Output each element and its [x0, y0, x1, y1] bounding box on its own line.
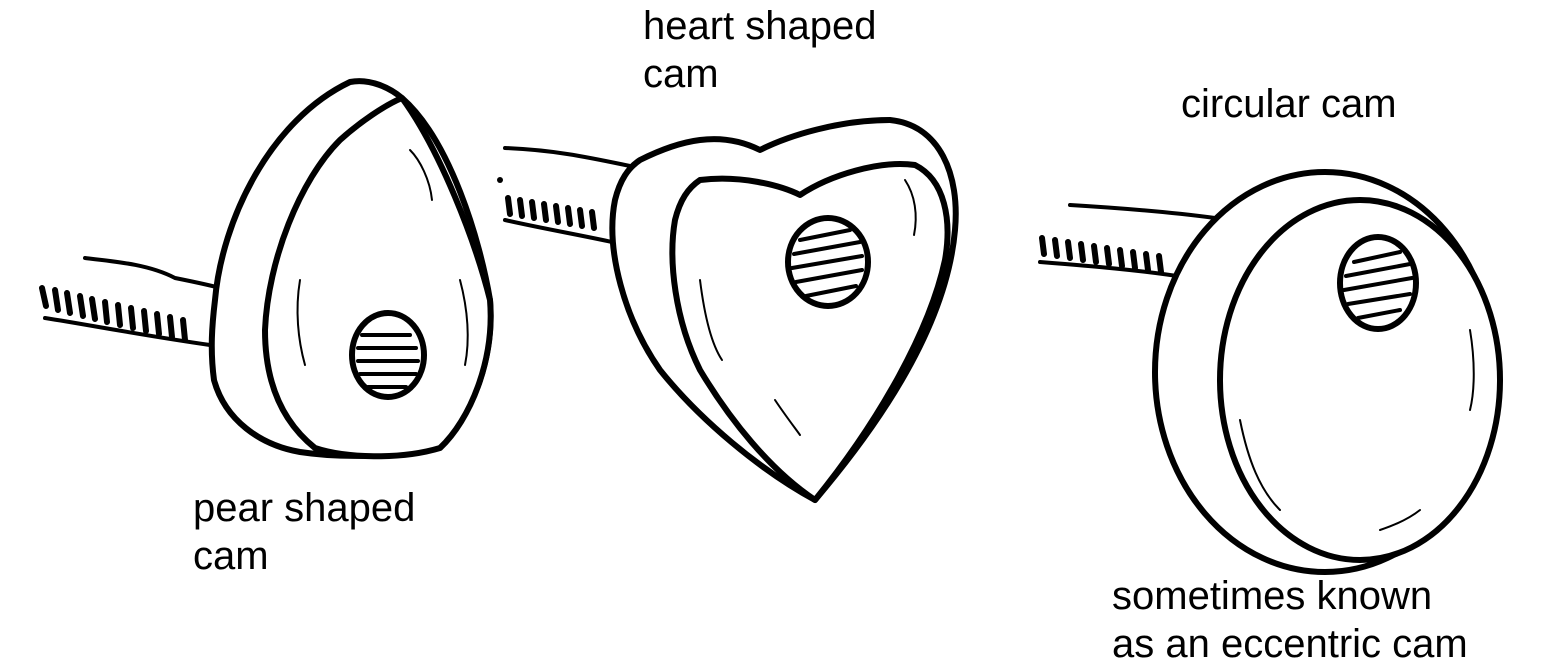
pear-cam-label: pear shaped cam [193, 484, 415, 580]
eccentric-cam-note-line1: sometimes known [1112, 574, 1433, 618]
heart-cam-label-line1: heart shaped [643, 4, 877, 48]
pear-cam-label-line1: pear shaped [193, 486, 416, 530]
pear-cam [39, 78, 494, 460]
heart-cam-label-line2: cam [643, 52, 719, 96]
pear-cam-hole [349, 310, 427, 400]
circular-cam-label: circular cam [1181, 80, 1397, 128]
circular-cam-hole [1337, 234, 1419, 332]
heart-cam-face [669, 161, 951, 503]
eccentric-cam-note: sometimes known as an eccentric cam [1112, 572, 1468, 668]
heart-cam [497, 117, 959, 503]
eccentric-cam-note-line2: as an eccentric cam [1112, 622, 1468, 666]
circular-cam-label-line1: circular cam [1181, 82, 1397, 126]
pear-cam-label-line2: cam [193, 534, 269, 578]
heart-cam-label: heart shaped cam [643, 2, 877, 98]
heart-cam-hole [785, 215, 871, 309]
circular-cam [1038, 169, 1503, 575]
pear-cam-face [262, 95, 494, 460]
circular-cam-face [1217, 197, 1503, 563]
heart-cam-shaft [497, 146, 642, 244]
pear-cam-shaft [39, 256, 230, 347]
circular-cam-shaft [1038, 203, 1217, 280]
